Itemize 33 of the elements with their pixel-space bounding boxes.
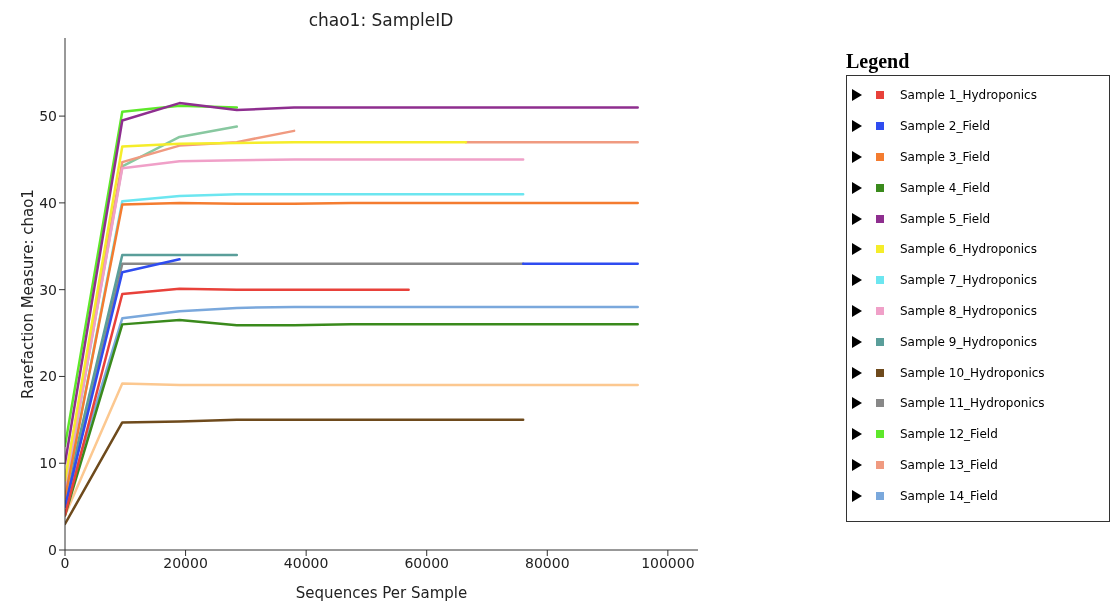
y-axis-title: Rarefaction Measure: chao1 <box>19 189 38 399</box>
legend-label: Sample 3_Field <box>900 149 991 164</box>
legend-label: Sample 2_Field <box>900 119 991 134</box>
line-series <box>65 140 468 482</box>
legend-label: Sample 10_Hydroponics <box>900 365 1045 380</box>
x-tick-label: 60000 <box>404 554 449 571</box>
x-tick-label: 40000 <box>283 554 329 571</box>
legend-label: Sample 5_Field <box>900 211 991 226</box>
legend-label: Sample 1_Hydroponics <box>900 88 1037 103</box>
legend-label: Sample 6_Hydroponics <box>900 242 1037 257</box>
y-tick-label: 50 <box>39 108 57 125</box>
x-tick-label: 20000 <box>163 554 208 571</box>
legend-label: Sample 14_Field <box>900 488 998 503</box>
legend-label: Sample 13_Field <box>900 457 998 472</box>
x-tick-label: 0 <box>60 554 70 571</box>
line-series <box>65 287 410 517</box>
x-tick-label: 100000 <box>641 554 695 571</box>
y-tick-label: 0 <box>48 541 57 558</box>
legend-label: Sample 11_Hydroponics <box>900 396 1045 411</box>
line-series <box>65 418 525 526</box>
y-tick-label: 20 <box>39 368 57 385</box>
y-tick-label: 30 <box>39 281 57 298</box>
legend-label: Sample 7_Hydroponics <box>900 273 1037 288</box>
x-tick-label: 80000 <box>525 554 570 571</box>
y-tick-label: 40 <box>39 194 57 211</box>
y-tick-label: 10 <box>39 455 57 472</box>
legend-label: Sample 8_Hydroponics <box>900 303 1037 318</box>
legend-label: Sample 9_Hydroponics <box>900 334 1037 349</box>
legend-label: Sample 12_Field <box>900 427 998 442</box>
chart-title: chao1: SampleID <box>307 10 455 30</box>
legend-title: Legend <box>846 50 911 73</box>
x-axis-title: Sequences Per Sample <box>295 584 468 602</box>
legend-label: Sample 4_Field <box>900 180 991 195</box>
